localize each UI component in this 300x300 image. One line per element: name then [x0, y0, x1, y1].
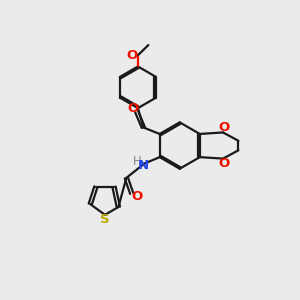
- Text: O: O: [128, 102, 139, 115]
- Text: S: S: [100, 213, 109, 226]
- Text: O: O: [218, 121, 229, 134]
- Text: O: O: [218, 157, 229, 170]
- Text: N: N: [138, 159, 149, 172]
- Text: O: O: [131, 190, 143, 203]
- Text: H: H: [133, 155, 142, 168]
- Text: O: O: [126, 49, 138, 62]
